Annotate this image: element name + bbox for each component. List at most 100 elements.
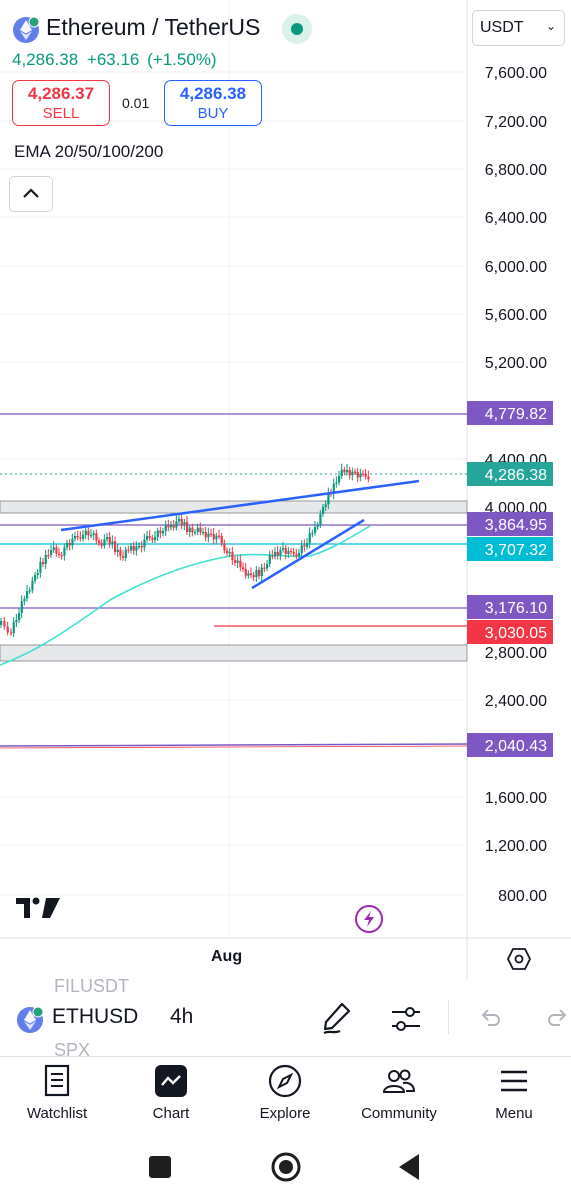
candle-body [236,560,239,563]
price-axis-tick: 6,400.00 [485,210,547,227]
collapse-legend-button[interactable] [9,176,53,212]
candle-body [71,538,74,546]
candle-body [226,550,229,553]
back-icon[interactable] [399,1154,419,1180]
indicator-legend[interactable]: EMA 20/50/100/200 [14,142,164,161]
nav-watchlist[interactable]: Watchlist [7,1064,107,1122]
nav-explore[interactable]: Explore [235,1064,335,1122]
candle-body [300,545,303,553]
chart-settings-icon[interactable] [506,946,532,972]
candle-body [23,598,26,602]
candle-body [87,530,90,536]
nav-menu[interactable]: Menu [464,1064,564,1122]
candle-body [98,540,101,543]
candle-body [10,632,13,634]
price-tag: 3,707.32 [467,537,553,561]
sell-button[interactable]: 4,286.37 SELL [12,80,110,126]
price-tag: 3,030.05 [467,620,553,644]
price-summary: 4,286.38 +63.16 (+1.50%) [12,50,217,70]
svg-text:3,864.95: 3,864.95 [485,517,547,534]
candle-body [356,472,359,478]
sell-price: 4,286.37 [27,84,95,103]
candle-body [279,549,282,556]
trendline-upper [60,479,420,532]
candle-body [122,556,125,558]
menu-icon [501,1070,527,1092]
candle-body [44,555,47,564]
price-axis-tick: 2,800.00 [485,645,547,662]
redo-icon[interactable] [546,1006,570,1030]
svg-text:4,779.82: 4,779.82 [485,406,547,423]
candle-body [154,537,157,540]
nav-chart-label: Chart [152,1105,190,1122]
candle-body [15,620,18,622]
candle-body [332,483,335,494]
candle-body [18,613,21,620]
candle-body [58,553,61,555]
nav-menu-label: Menu [495,1105,533,1122]
symbol-title[interactable]: Ethereum / TetherUS [46,14,261,40]
nav-chart[interactable]: Chart [121,1064,221,1122]
candle-body [183,522,186,525]
candle-body [215,535,218,540]
market-open-indicator [282,14,312,44]
home-icon[interactable] [271,1152,301,1182]
price-tag: 3,176.10 [467,595,553,619]
candle-body [36,573,39,575]
candle-body [228,552,231,554]
next-symbol-ghost: SPX [54,1040,91,1060]
candle-body [138,546,141,548]
nav-community[interactable]: Community [349,1064,449,1122]
candle-body [239,560,242,568]
candle-body [324,504,327,507]
nav-community-label: Community [361,1105,437,1122]
candle-body [292,552,295,554]
price-axis-tick: 6,000.00 [485,259,547,276]
candle-body [50,550,53,555]
symbol-search-button[interactable]: ETHUSD [52,1005,139,1028]
candle-body [106,537,109,540]
candle-body [79,537,82,539]
candle-body [306,543,309,547]
candle-body [188,527,191,532]
candle-body [303,545,306,547]
price-chart[interactable]: 7,600.00 7,200.00 6,800.00 6,400.00 6,000.00… [0,0,571,980]
candle-body [159,530,162,534]
candle-body [92,533,95,535]
candle-body [322,507,325,514]
candle-body [316,525,319,527]
candle-body [319,514,322,525]
candle-body [276,552,279,556]
tradingview-logo-icon [16,897,60,918]
drawing-tools-icon[interactable] [320,1000,354,1036]
candle-body [204,532,207,538]
candle-body [207,533,210,538]
candle-body [6,626,9,633]
candle-body [114,541,117,552]
recents-icon[interactable] [149,1156,171,1178]
candle-body [234,560,237,563]
nav-watchlist-label: Watchlist [26,1105,88,1122]
indicators-icon[interactable] [389,1002,423,1036]
candle-body [220,536,223,544]
price-axis-ticks: 7,600.00 7,200.00 6,800.00 6,400.00 6,000.00… [485,65,547,905]
candle-body [82,535,85,539]
candle-body [39,562,42,573]
price-axis-tick: 1,200.00 [485,838,547,855]
undo-icon[interactable] [478,1006,502,1030]
currency-select[interactable]: USDT ⌄ [472,10,565,46]
buy-button[interactable]: 4,286.38 BUY [164,80,262,126]
candle-body [90,535,93,537]
candle-body [364,474,367,477]
candle-body [263,567,266,569]
candle-body [164,524,167,531]
candle-body [135,546,138,551]
interval-button[interactable]: 4h [170,1005,194,1028]
price-tag: 4,779.82 [467,401,553,425]
candle-body [60,555,63,557]
candle-body [20,601,23,613]
system-nav-bar [149,1152,419,1182]
flash-icon[interactable] [354,904,384,934]
candle-body [274,552,277,557]
candle-body [242,567,245,569]
